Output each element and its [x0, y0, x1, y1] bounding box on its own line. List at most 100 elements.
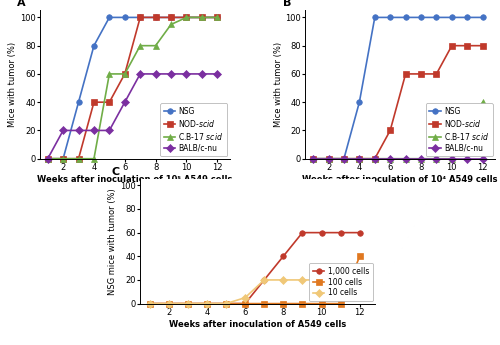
Line: 10 cells: 10 cells	[147, 277, 362, 306]
Text: C: C	[112, 167, 120, 177]
BALB/c-nu	[326, 157, 332, 161]
NOD-scid	[372, 157, 378, 161]
BALB/c-nu	[91, 128, 97, 132]
C.B-17 scid	[184, 15, 190, 19]
Line: NOD-scid: NOD-scid	[310, 43, 486, 161]
100 cells	[338, 302, 344, 306]
NSG	[341, 157, 347, 161]
NSG	[152, 15, 158, 19]
NSG	[387, 15, 393, 19]
10 cells	[280, 278, 286, 282]
100 cells	[166, 302, 172, 306]
BALB/c-nu	[449, 157, 455, 161]
NOD-scid	[464, 43, 470, 48]
NOD-scid	[310, 157, 316, 161]
100 cells	[356, 254, 362, 258]
Legend: NSG, NOD-$\it{scid}$, C.B-17 $\it{scid}$, BALB/c-nu: NSG, NOD-$\it{scid}$, C.B-17 $\it{scid}$…	[426, 103, 492, 156]
Legend: NSG, NOD-$\it{scid}$, C.B-17 $\it{scid}$, BALB/c-nu: NSG, NOD-$\it{scid}$, C.B-17 $\it{scid}$…	[160, 103, 228, 156]
10 cells	[242, 296, 248, 300]
NSG	[168, 15, 174, 19]
BALB/c-nu	[152, 72, 158, 76]
10 cells	[166, 302, 172, 306]
BALB/c-nu	[434, 157, 440, 161]
Text: A: A	[17, 0, 26, 8]
NOD-scid	[168, 15, 174, 19]
C.B-17 scid	[418, 157, 424, 161]
100 cells	[223, 302, 229, 306]
100 cells	[280, 302, 286, 306]
100 cells	[146, 302, 152, 306]
BALB/c-nu	[137, 72, 143, 76]
BALB/c-nu	[76, 128, 82, 132]
BALB/c-nu	[184, 72, 190, 76]
10 cells	[223, 302, 229, 306]
BALB/c-nu	[480, 157, 486, 161]
NOD-scid	[480, 43, 486, 48]
1,000 cells	[166, 302, 172, 306]
NOD-scid	[106, 100, 112, 104]
1,000 cells	[242, 302, 248, 306]
10 cells	[185, 302, 191, 306]
C.B-17 scid	[326, 157, 332, 161]
C.B-17 scid	[106, 72, 112, 76]
1,000 cells	[300, 230, 306, 235]
100 cells	[261, 302, 267, 306]
C.B-17 scid	[91, 157, 97, 161]
1,000 cells	[338, 230, 344, 235]
NOD-scid	[402, 72, 408, 76]
NSG	[464, 15, 470, 19]
NOD-scid	[76, 157, 82, 161]
10 cells	[261, 278, 267, 282]
C.B-17 scid	[122, 72, 128, 76]
X-axis label: Weeks after inoculation of 10⁴ A549 cells: Weeks after inoculation of 10⁴ A549 cell…	[302, 175, 498, 184]
NOD-scid	[418, 72, 424, 76]
100 cells	[242, 302, 248, 306]
C.B-17 scid	[480, 100, 486, 104]
BALB/c-nu	[387, 157, 393, 161]
C.B-17 scid	[199, 15, 205, 19]
100 cells	[185, 302, 191, 306]
NSG	[449, 15, 455, 19]
1,000 cells	[223, 302, 229, 306]
NOD-scid	[387, 128, 393, 132]
NSG	[122, 15, 128, 19]
NSG	[199, 15, 205, 19]
C.B-17 scid	[434, 157, 440, 161]
Y-axis label: Mice with tumor (%): Mice with tumor (%)	[274, 42, 282, 127]
NOD-scid	[356, 157, 362, 161]
BALB/c-nu	[341, 157, 347, 161]
BALB/c-nu	[356, 157, 362, 161]
NSG	[310, 157, 316, 161]
C.B-17 scid	[168, 22, 174, 27]
NOD-scid	[341, 157, 347, 161]
NOD-scid	[434, 72, 440, 76]
NSG	[214, 15, 220, 19]
NSG	[480, 15, 486, 19]
1,000 cells	[204, 302, 210, 306]
BALB/c-nu	[44, 157, 51, 161]
NSG	[184, 15, 190, 19]
1,000 cells	[146, 302, 152, 306]
Text: B: B	[282, 0, 291, 8]
NOD-scid	[91, 100, 97, 104]
C.B-17 scid	[356, 157, 362, 161]
NSG	[91, 43, 97, 48]
C.B-17 scid	[60, 157, 66, 161]
NOD-scid	[44, 157, 51, 161]
C.B-17 scid	[137, 43, 143, 48]
Legend: 1,000 cells, 100 cells, 10 cells: 1,000 cells, 100 cells, 10 cells	[309, 263, 372, 301]
Line: C.B-17 scid: C.B-17 scid	[45, 14, 220, 161]
BALB/c-nu	[168, 72, 174, 76]
100 cells	[318, 302, 324, 306]
NOD-scid	[214, 15, 220, 19]
BALB/c-nu	[418, 157, 424, 161]
NOD-scid	[184, 15, 190, 19]
NOD-scid	[152, 15, 158, 19]
C.B-17 scid	[449, 157, 455, 161]
100 cells	[204, 302, 210, 306]
1,000 cells	[185, 302, 191, 306]
1,000 cells	[318, 230, 324, 235]
C.B-17 scid	[402, 157, 408, 161]
NSG	[356, 100, 362, 104]
BALB/c-nu	[464, 157, 470, 161]
